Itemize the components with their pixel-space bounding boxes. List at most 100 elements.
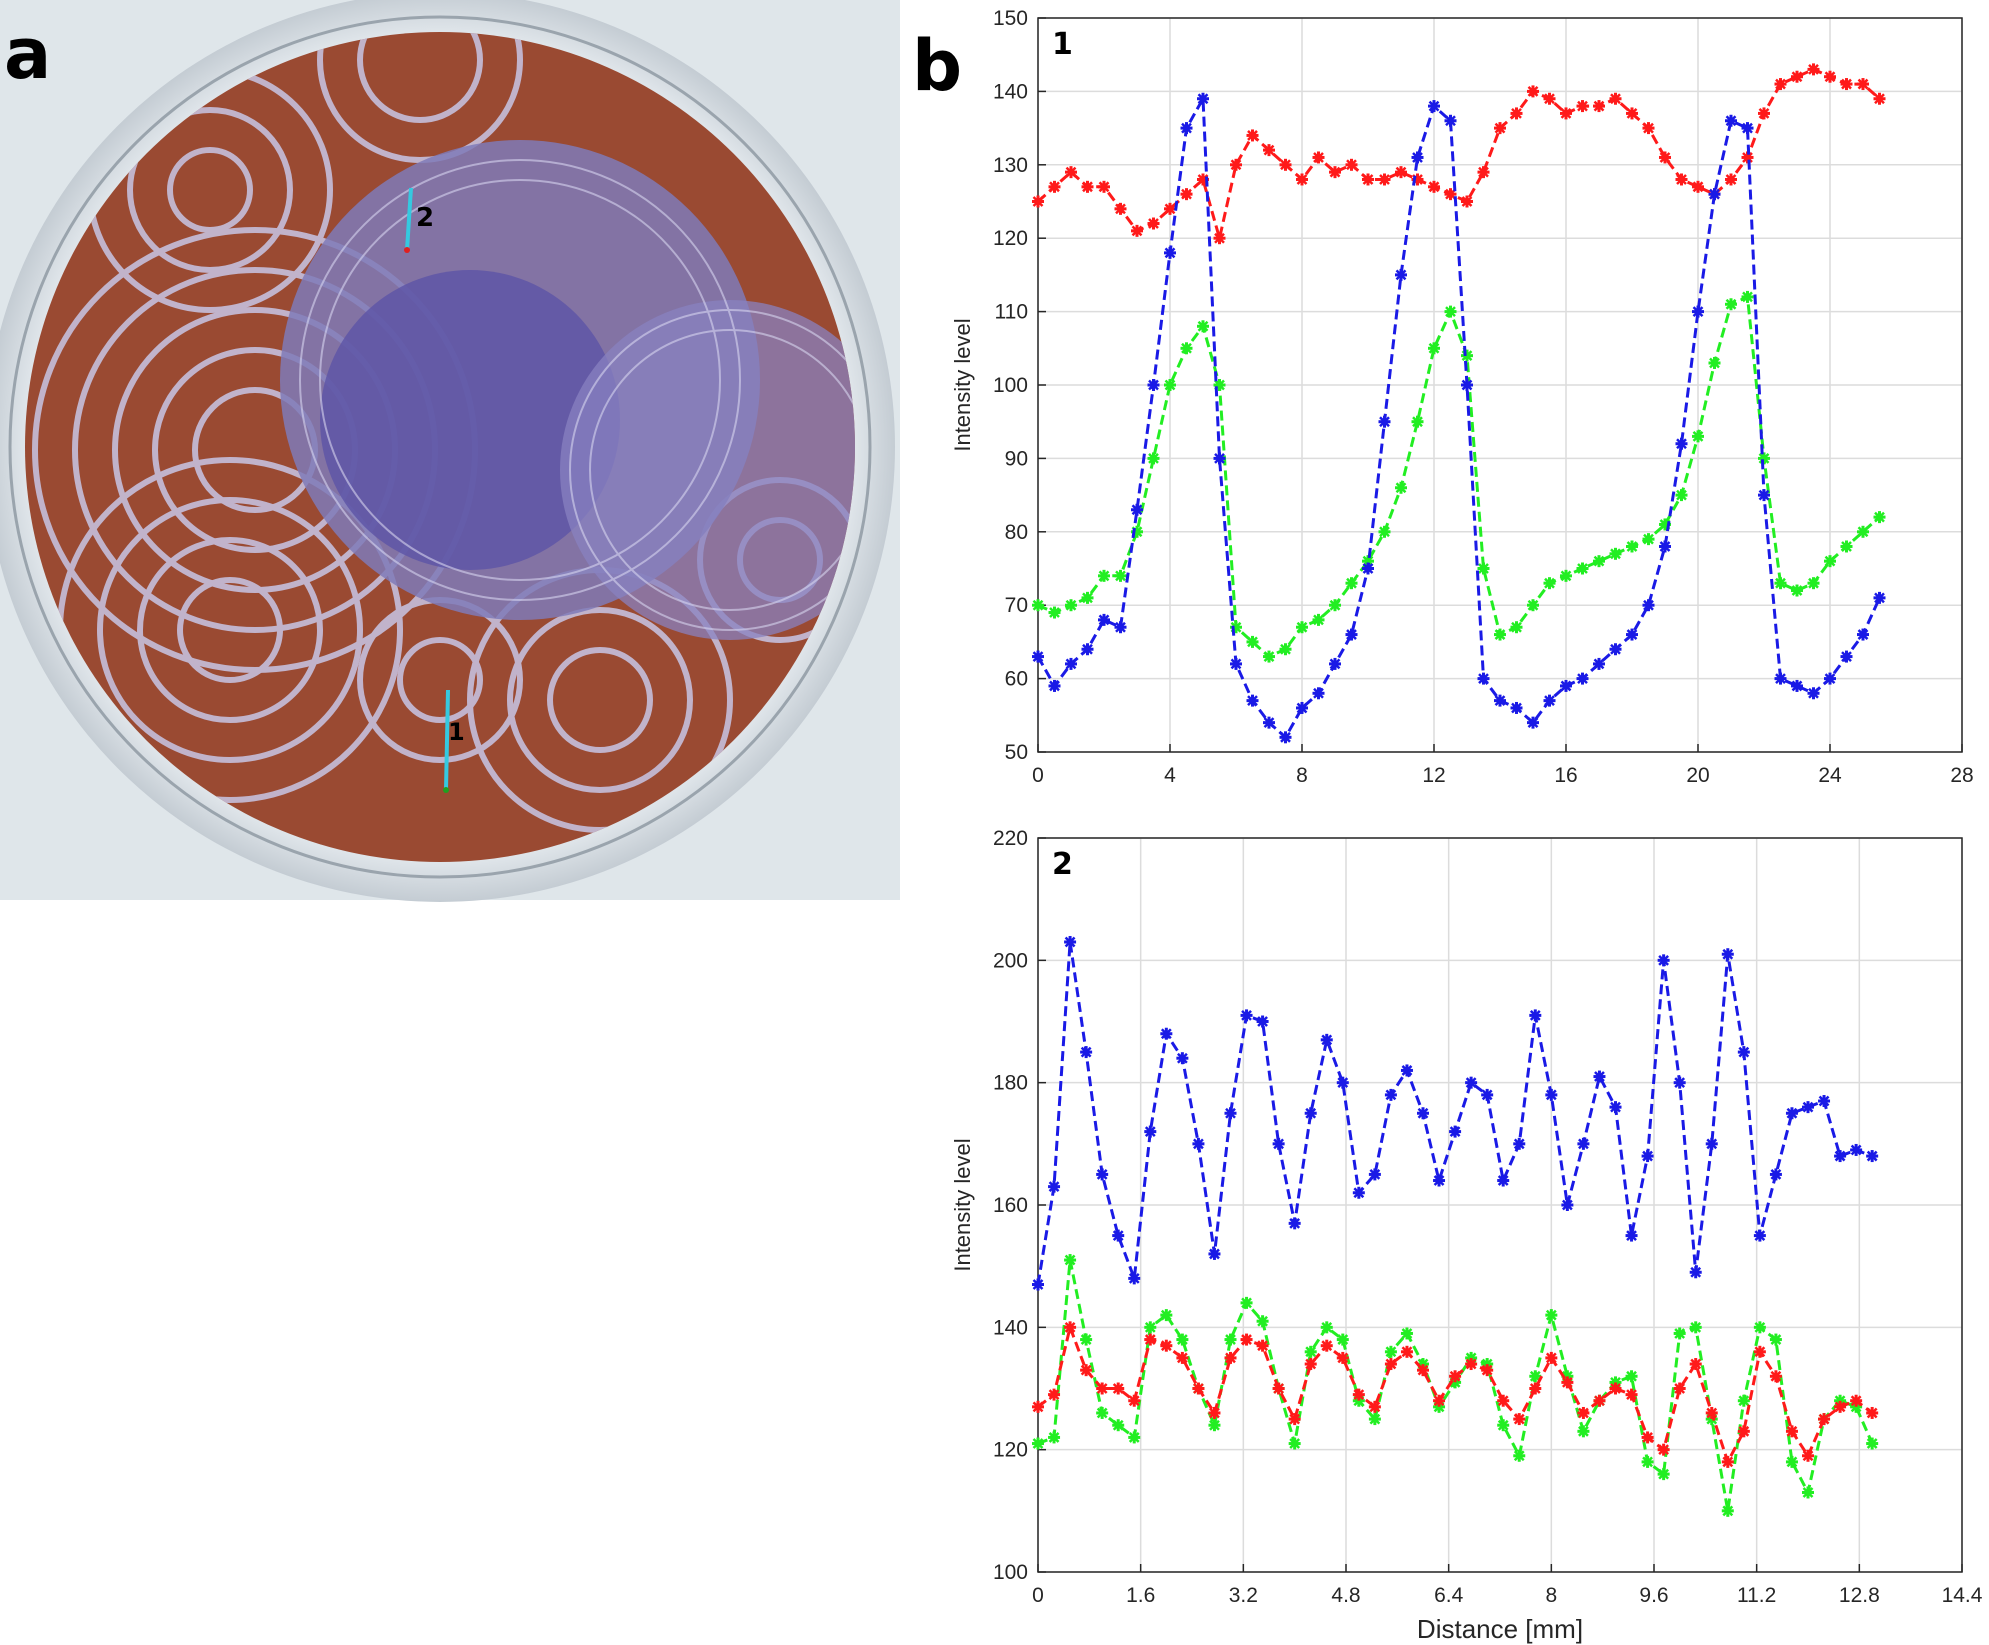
data-point-red [1147,217,1160,230]
data-point-green [1197,320,1209,333]
profile-line-2 [405,187,413,251]
data-point-blue [1857,628,1869,641]
data-point-red [1032,1400,1044,1413]
y-tick-label: 50 [1005,741,1028,764]
data-point-green [1510,621,1523,634]
data-point-green [1329,599,1341,612]
data-point-blue [1032,650,1044,663]
y-tick-label: 120 [993,1439,1028,1462]
data-point-blue [1304,1107,1317,1120]
data-point-blue [1368,1168,1381,1181]
data-point-green [1279,643,1292,656]
data-point-green [1513,1449,1526,1462]
data-point-blue [1625,1229,1638,1242]
data-point-red [1545,1351,1558,1364]
data-point-red [1774,78,1787,91]
data-point-red [1824,70,1836,83]
series-line-red [1037,67,1881,239]
data-point-blue [1561,1199,1574,1211]
chart-2: 0 1.6 3.2 4.8 6.4 8 9.6 11.2 12.8 14.4 100 120 140 16… [950,827,1983,1644]
data-point-blue [1577,1137,1590,1150]
data-point-blue [1560,679,1572,692]
data-point-red [1279,158,1292,171]
data-point-blue [1576,672,1589,685]
data-point-red [1873,92,1886,105]
data-point-red [1513,1413,1526,1426]
data-point-red [1256,1339,1269,1352]
y-tick-label: 130 [993,154,1028,177]
data-point-blue [1527,716,1539,729]
data-point-green [1064,1254,1077,1267]
data-point-red [1497,1394,1510,1407]
data-point-red [1246,129,1259,142]
data-point-blue [1545,1088,1558,1101]
data-point-green [1721,1504,1734,1517]
data-point-green [1577,1425,1590,1438]
data-point-red [1593,100,1605,113]
data-point-red [1336,1351,1349,1364]
purple-side-region [560,300,855,640]
data-point-red [1180,188,1193,201]
data-point-blue [1064,935,1077,948]
data-point-red [1527,85,1539,98]
series-line-blue [1036,93,1881,740]
data-point-red [1048,180,1061,193]
data-point-blue [1774,672,1787,685]
data-point-red [1626,107,1638,120]
data-point-red [1818,1413,1831,1426]
data-point-green [1400,1327,1413,1340]
data-point-red [1642,122,1655,135]
data-point-blue [1048,679,1061,692]
data-point-green [1625,1370,1638,1383]
data-point-green [1080,1333,1093,1346]
data-point-blue [1850,1143,1863,1156]
data-point-green [1224,1333,1237,1346]
data-point-blue [1180,122,1193,135]
data-point-red [1465,1358,1478,1371]
data-point-blue [1378,415,1391,428]
data-point-red [1510,107,1523,120]
data-point-red [1304,1358,1317,1371]
data-point-blue [1329,657,1341,670]
y-tick-label: 70 [1005,594,1028,617]
data-point-blue [1048,1180,1061,1193]
data-point-red [1352,1388,1365,1401]
data-point-red [1384,1358,1397,1371]
data-point-red [1048,1388,1061,1401]
data-point-blue [1131,503,1143,516]
data-point-red [1673,1382,1686,1395]
data-point-blue [1609,1101,1622,1114]
data-point-blue [1213,452,1226,465]
data-point-blue [1873,591,1886,604]
data-point-red [1208,1406,1221,1419]
data-point-red [1758,107,1770,120]
data-point-blue [1428,100,1440,113]
y-tick-label: 60 [1005,668,1028,691]
panel-a-label: a [4,13,51,95]
data-point-blue [1689,1266,1702,1279]
data-point-blue [1395,268,1407,281]
data-point-blue [1224,1107,1237,1120]
x-tick-label: 4 [1164,764,1176,787]
data-point-blue [1320,1033,1333,1046]
data-point-red [1428,180,1440,193]
data-point-green [1857,525,1869,538]
data-point-blue [1362,562,1374,575]
data-point-blue [1160,1027,1173,1040]
data-point-green [1708,356,1721,369]
data-point-blue [1840,650,1853,663]
data-point-blue [1411,151,1424,164]
x-tick-label: 9.6 [1639,1584,1668,1607]
y-tick-label: 150 [993,7,1028,30]
data-point-red [1449,1370,1462,1383]
x-tick-label: 24 [1818,764,1842,787]
y-tick-label: 180 [993,1072,1028,1095]
data-point-green [1112,1419,1125,1432]
data-point-red [1625,1388,1638,1401]
data-point-green [1737,1394,1750,1407]
panel-b-label: b [912,25,962,107]
data-point-red [1659,151,1671,164]
chart-2-xlabel: Distance [mm] [1417,1614,1583,1644]
data-point-green [1529,1370,1542,1383]
data-point-blue [1246,694,1259,707]
